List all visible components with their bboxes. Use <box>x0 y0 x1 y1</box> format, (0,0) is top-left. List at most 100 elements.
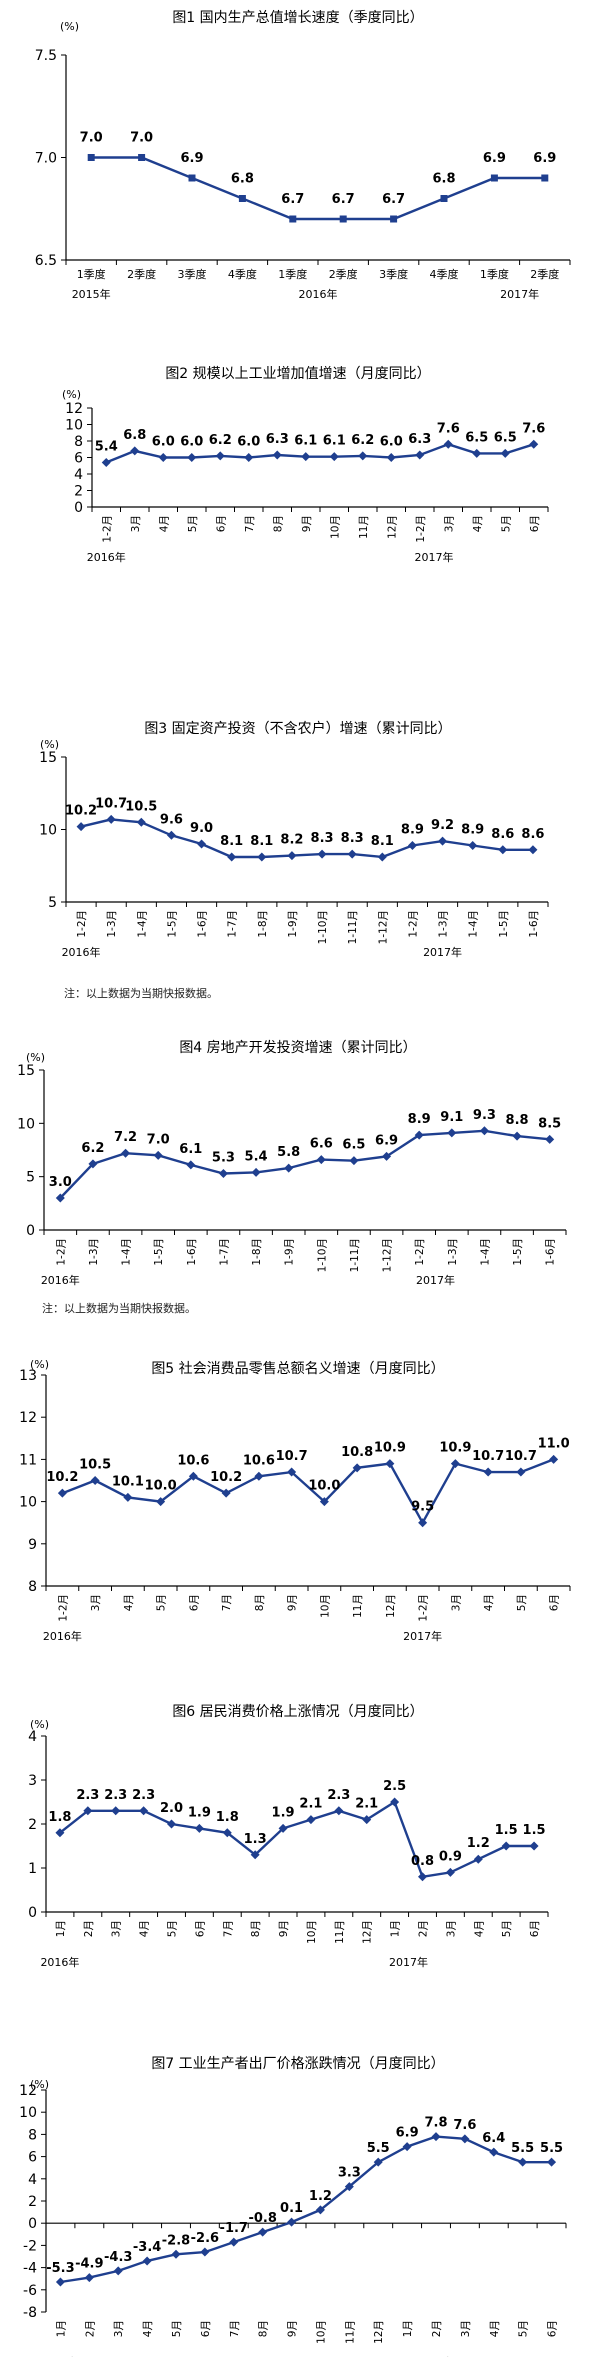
fig3-data-label: 8.6 <box>521 827 544 842</box>
fig3-year-label: 2017年 <box>423 945 462 959</box>
fig1-data-point <box>339 215 347 223</box>
fig2-data-label: 6.0 <box>180 435 203 450</box>
fig1-x-tick-label: 2季度 <box>530 267 559 281</box>
fig7-data-point <box>315 2205 325 2215</box>
fig1-data-point <box>188 174 196 182</box>
fig7-x-tick-label: 6月 <box>200 2320 212 2337</box>
fig5-data-point <box>483 1467 493 1477</box>
fig2-title: 图2 规模以上工业增加值增速（月度同比） <box>165 366 430 382</box>
fig4-unit-label: (%) <box>26 1051 45 1064</box>
fig5-data-label: 10.7 <box>505 1449 537 1464</box>
fig5-x-tick-label: 10月 <box>319 1594 331 1618</box>
fig5-x-tick-label: 5月 <box>156 1594 168 1611</box>
fig5-series-line <box>61 1458 555 1526</box>
fig7-data-point <box>547 2157 557 2167</box>
fig6-data-label: 2.3 <box>104 1788 127 1803</box>
fig7-x-tick-label: 2月 <box>431 2320 443 2337</box>
fig4-data-label: 5.3 <box>212 1150 235 1165</box>
fig2-data-point <box>329 452 339 462</box>
fig2-data-label: 6.0 <box>152 435 175 450</box>
fig6-x-tick-label: 2月 <box>418 1920 430 1937</box>
fig7-data-label: 6.4 <box>482 2131 505 2146</box>
fig7-data-label: -4.3 <box>104 2250 132 2265</box>
fig3-data-label: 8.1 <box>371 834 394 849</box>
fig6-data-label: 2.1 <box>355 1797 378 1812</box>
fig6-x-tick-label: 6月 <box>529 1920 541 1937</box>
fig6-x-tick-label: 4月 <box>473 1920 485 1937</box>
fig1-x-tick-label: 1季度 <box>77 267 106 281</box>
fig5-data-point <box>57 1488 67 1498</box>
fig2-data-point <box>130 446 140 456</box>
fig1-year-label: 2015年 <box>72 287 111 301</box>
fig5-x-tick-label: 5月 <box>516 1594 528 1611</box>
fig6-x-tick-label: 5月 <box>501 1920 513 1937</box>
fig3-data-label: 8.9 <box>401 822 424 837</box>
fig4-data-label: 8.9 <box>408 1112 431 1127</box>
fig2-y-tick-label: 0 <box>74 500 83 516</box>
fig1-year-label: 2016年 <box>299 287 338 301</box>
fig4-y-tick-label: 15 <box>17 1063 35 1079</box>
fig2-data-label: 6.1 <box>294 434 317 449</box>
fig6-data-point <box>306 1815 316 1825</box>
fig2-data-label: 6.0 <box>380 435 403 450</box>
fig5-data-point <box>450 1459 460 1469</box>
fig4-x-tick-label: 1-4月 <box>121 1238 133 1266</box>
fig5-x-tick-label: 6月 <box>188 1594 200 1611</box>
fig4-data-label: 5.8 <box>277 1145 300 1160</box>
fig4-y-tick-label: 10 <box>17 1116 35 1132</box>
fig5-data-label: 10.9 <box>439 1441 471 1456</box>
fig1-data-point <box>289 215 297 223</box>
fig1-x-tick-label: 4季度 <box>430 267 459 281</box>
fig1-data-point <box>238 195 246 202</box>
fig4-data-label: 6.1 <box>179 1142 202 1157</box>
fig7-x-tick-label: 11月 <box>344 2320 356 2344</box>
fig7-data-point <box>402 2142 412 2152</box>
fig7-x-tick-label: 1月 <box>55 2320 67 2337</box>
fig5-y-tick-label: 12 <box>19 1410 37 1426</box>
fig7-y-tick-label: 12 <box>19 2083 37 2099</box>
fig7-y-tick-label: -6 <box>23 2283 37 2299</box>
fig7-data-point <box>142 2256 152 2266</box>
fig7-data-point <box>55 2277 65 2287</box>
fig1-data-label: 6.8 <box>432 172 455 187</box>
fig2-x-tick-label: 10月 <box>329 515 341 539</box>
fig4-data-point <box>316 1155 326 1165</box>
fig3-data-label: 8.1 <box>250 834 273 849</box>
fig1-data-point <box>440 195 448 202</box>
fig4-data-label: 5.4 <box>245 1149 268 1164</box>
fig7-data-point <box>431 2132 441 2142</box>
fig7-x-tick-label: 4月 <box>142 2320 154 2337</box>
fig4-y-tick-label: 0 <box>26 1223 35 1239</box>
fig2-x-tick-label: 6月 <box>215 515 227 532</box>
fig5-data-point <box>516 1467 526 1477</box>
fig4-data-label: 6.2 <box>81 1141 104 1156</box>
fig5-data-point <box>156 1497 166 1507</box>
fig5-data-point <box>123 1492 133 1502</box>
fig6-data-point <box>362 1815 372 1825</box>
fig5-data-label: 10.8 <box>341 1445 373 1460</box>
fig1-y-tick-label: 7.0 <box>35 151 57 167</box>
fig1-data-point <box>138 154 146 161</box>
fig2-x-tick-label: 5月 <box>187 515 199 532</box>
fig3-data-point <box>166 830 176 840</box>
fig3-data-label: 10.5 <box>125 799 157 814</box>
fig6-x-tick-label: 1月 <box>390 1920 402 1937</box>
fig1-data-label: 6.7 <box>332 192 355 207</box>
fig2-x-tick-label: 3月 <box>130 515 142 532</box>
fig5-y-tick-label: 13 <box>19 1368 37 1384</box>
fig6-data-point <box>501 1841 511 1851</box>
fig3-data-label: 8.6 <box>491 827 514 842</box>
fig3-data-point <box>407 840 417 850</box>
fig6-data-label: 1.8 <box>48 1810 71 1825</box>
fig1-chart: 图1 国内生产总值增长速度（季度同比） (%) 6.5 7.0 7.5 1季度 2季度 3季度… <box>35 10 571 301</box>
fig2-year-label: 2016年 <box>87 550 126 564</box>
fig3-y-tick-label: 5 <box>48 895 57 911</box>
fig3-data-point <box>197 839 207 849</box>
fig4-x-tick-label: 1-5月 <box>512 1238 524 1266</box>
fig6-data-point <box>250 1850 260 1860</box>
fig7-chart: 图7 工业生产者出厂价格涨跌情况（月度同比） (%) -8 -6 -4 -2 0 2 4 6 8 10… <box>19 2056 567 2357</box>
fig2-data-point <box>215 451 225 461</box>
fig2-x-tick-label: 11月 <box>358 515 370 539</box>
fig7-y-tick-label: -8 <box>23 2305 37 2321</box>
fig3-data-point <box>106 814 116 824</box>
